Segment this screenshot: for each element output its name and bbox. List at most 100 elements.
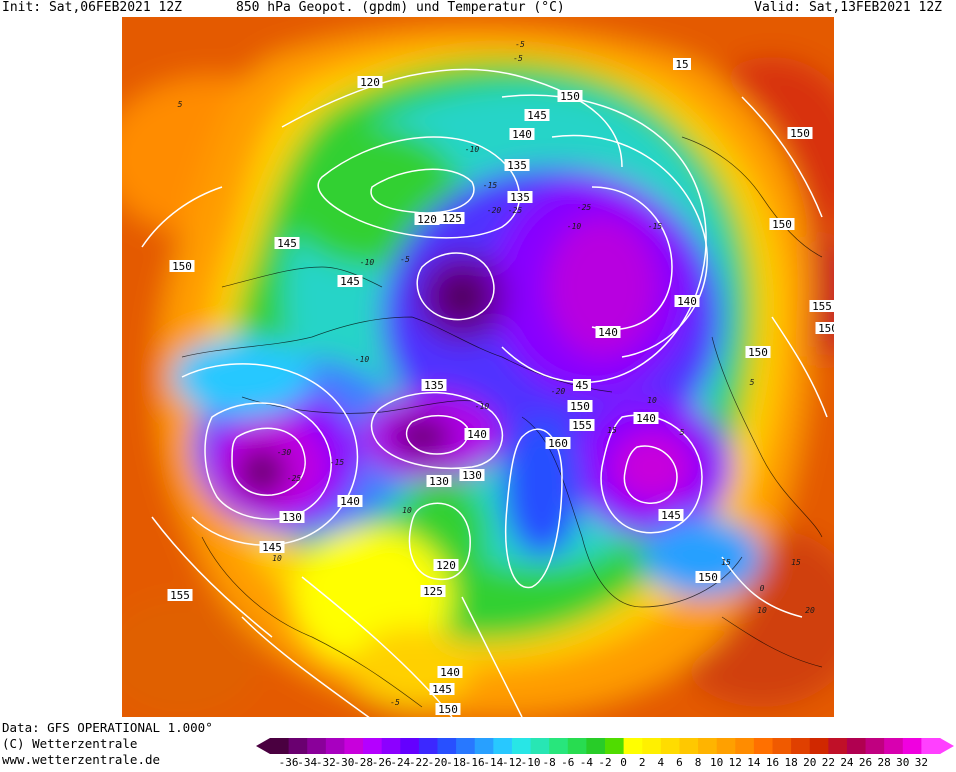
geopotential-label: 150 (787, 127, 813, 140)
scale-tick-label: -26 (372, 756, 392, 768)
isotherm-label: -30 (277, 448, 292, 457)
svg-text:150: 150 (698, 571, 718, 584)
svg-text:130: 130 (282, 511, 302, 524)
scale-swatch (437, 738, 457, 754)
geopotential-label: 15 (673, 58, 691, 71)
scale-tick-label: -36 (279, 756, 299, 768)
svg-text:140: 140 (440, 666, 460, 679)
scale-swatch (772, 738, 792, 754)
weather-map: 120 150 15 150 145 140 135 135 120 125 150 145 145 15… (122, 17, 834, 717)
geopotential-label: 135 (504, 159, 530, 172)
scale-tick-label: -10 (521, 756, 541, 768)
scale-swatch (567, 738, 587, 754)
scale-tick-label: 16 (766, 756, 779, 768)
data-source: Data: GFS OPERATIONAL 1.000° (2, 720, 213, 735)
scale-tick-label: -20 (428, 756, 448, 768)
scale-swatch (363, 738, 383, 754)
scale-swatch (288, 738, 308, 754)
scale-tick-label: 6 (676, 756, 683, 768)
init-time: Init: Sat,06FEB2021 12Z (2, 0, 183, 15)
geopotential-label: 160 (545, 437, 571, 450)
isotherm-label: 10 (272, 554, 282, 563)
geopotential-label: 130 (426, 475, 452, 488)
geopotential-label: 155 (569, 419, 595, 432)
scale-swatch (921, 738, 941, 754)
scale-tick-label: 32 (915, 756, 928, 768)
isotherm-label: 15 (791, 558, 801, 567)
svg-text:135: 135 (424, 379, 444, 392)
isotherm-label: 15 (721, 558, 731, 567)
geopotential-label: 140 (674, 295, 700, 308)
chart-title: 850 hPa Geopot. (gpdm) und Temperatur (°… (236, 0, 565, 15)
geopotential-label: 140 (437, 666, 463, 679)
geopotential-label: 125 (439, 212, 465, 225)
scale-swatch (586, 738, 606, 754)
geopotential-label: 145 (658, 509, 684, 522)
scale-tick-label: -16 (465, 756, 485, 768)
geopotential-label: 150 (567, 400, 593, 413)
scale-swatch (698, 738, 718, 754)
scale-tick-label: 8 (695, 756, 702, 768)
isotherm-label: 0 (760, 584, 765, 593)
geopotential-label: 130 (459, 469, 485, 482)
svg-text:145: 145 (262, 541, 282, 554)
isotherm-label: -25 (287, 474, 302, 483)
scale-tick-label: -34 (297, 756, 317, 768)
scale-tick-label: -12 (502, 756, 522, 768)
scale-tick-label: 12 (729, 756, 742, 768)
temperature-field (122, 17, 834, 717)
svg-text:150: 150 (818, 322, 834, 335)
scale-swatch (828, 738, 848, 754)
valid-time: Valid: Sat,13FEB2021 12Z (754, 0, 942, 15)
isotherm-label: 20 (805, 606, 815, 615)
geopotential-label: 150 (695, 571, 721, 584)
svg-text:140: 140 (340, 495, 360, 508)
svg-text:135: 135 (507, 159, 527, 172)
geopotential-label: 145 (259, 541, 285, 554)
scale-swatch (716, 738, 736, 754)
scale-tick-label: -6 (561, 756, 574, 768)
scale-tick-label: -14 (483, 756, 503, 768)
geopotential-label: 145 (524, 109, 550, 122)
svg-text:155: 155 (812, 300, 832, 313)
scale-tick-label: -8 (543, 756, 556, 768)
isotherm-label: 10 (757, 606, 767, 615)
svg-text:145: 145 (432, 683, 452, 696)
isotherm-label: -10 (567, 222, 582, 231)
scale-swatch (660, 738, 680, 754)
scale-tick-label: 4 (658, 756, 665, 768)
scale-swatch (418, 738, 438, 754)
scale-arrow-left (256, 738, 270, 754)
scale-swatch (474, 738, 494, 754)
scale-swatch (735, 738, 755, 754)
svg-text:150: 150 (748, 346, 768, 359)
isotherm-label: -20 (487, 206, 502, 215)
svg-text:125: 125 (442, 212, 462, 225)
scale-swatch (809, 738, 829, 754)
scale-swatch (679, 738, 699, 754)
svg-text:140: 140 (598, 326, 618, 339)
scale-tick-label: 28 (878, 756, 891, 768)
isotherm-label: -20 (551, 387, 566, 396)
website-url: www.wetterzentrale.de (2, 752, 161, 767)
geopotential-label: 155 (809, 300, 834, 313)
svg-text:120: 120 (417, 213, 437, 226)
geopotential-label: 130 (279, 511, 305, 524)
geopotential-label: 140 (464, 428, 490, 441)
isotherm-label: -15 (330, 458, 345, 467)
isotherm-label: -5 (513, 54, 523, 63)
svg-text:125: 125 (423, 585, 443, 598)
isotherm-label: -25 (577, 203, 592, 212)
svg-text:130: 130 (462, 469, 482, 482)
geopotential-contours (141, 68, 828, 717)
scale-tick-label: -18 (446, 756, 466, 768)
svg-text:140: 140 (636, 412, 656, 425)
scale-swatch (381, 738, 401, 754)
isotherm-label: 5 (750, 378, 755, 387)
svg-text:145: 145 (277, 237, 297, 250)
geopotential-label: 150 (769, 218, 795, 231)
isotherm-label: -10 (355, 355, 370, 364)
scale-tick-label: -24 (390, 756, 410, 768)
isotherm-label: 10 (647, 396, 657, 405)
